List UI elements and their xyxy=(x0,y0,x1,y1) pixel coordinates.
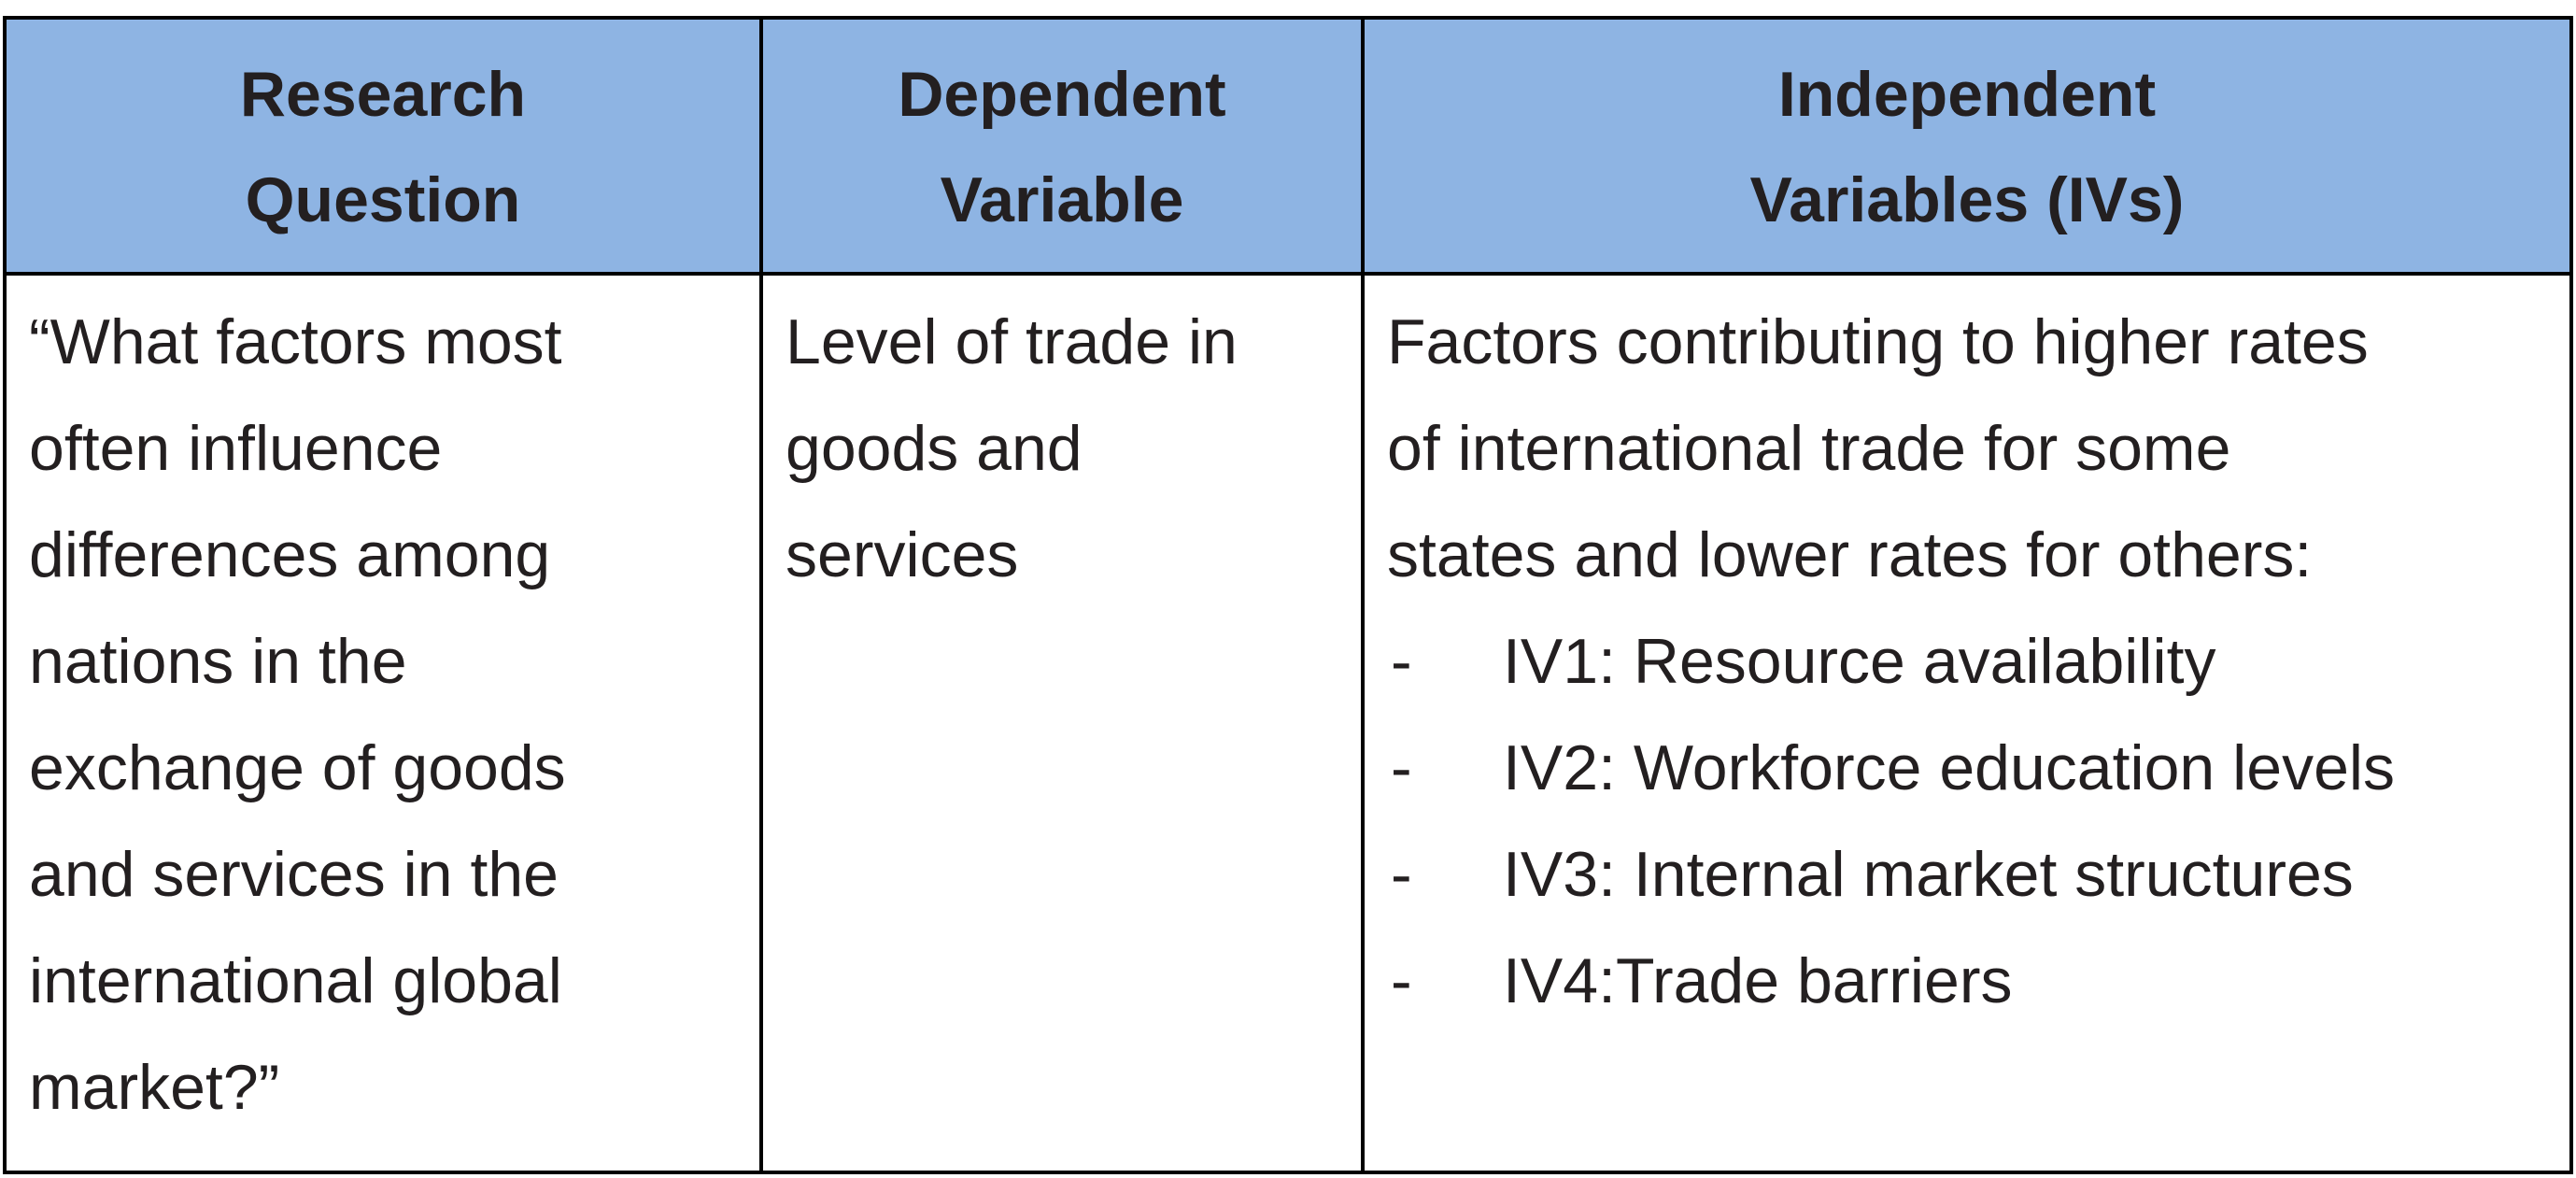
dash-bullet: - xyxy=(1391,945,1412,1016)
variables-table: Research Question Dependent Variable Ind… xyxy=(3,16,2573,1174)
text-line: goods and xyxy=(786,413,1083,484)
text-line: services xyxy=(786,519,1019,590)
header-line: Dependent xyxy=(898,59,1226,130)
text-line: international global xyxy=(29,945,562,1016)
text-line: and services in the xyxy=(29,839,559,910)
text-line: Factors contributing to higher rates xyxy=(1387,306,2369,377)
dash-bullet: - xyxy=(1391,839,1412,910)
text-line: nations in the xyxy=(29,626,407,697)
research-question-cell: “What factors most often influence diffe… xyxy=(7,276,763,1171)
iv-label: IV3: Internal market structures xyxy=(1503,839,2354,910)
text-line: exchange of goods xyxy=(29,732,566,803)
dash-bullet: - xyxy=(1391,732,1412,803)
text-line: market?” xyxy=(29,1052,280,1123)
header-research-question: Research Question xyxy=(7,20,763,276)
text-line: Level of trade in xyxy=(786,306,1238,377)
text-line: of international trade for some xyxy=(1387,413,2231,484)
header-line: Independent xyxy=(1777,59,2157,130)
header-line: Question xyxy=(245,164,521,235)
dash-bullet: - xyxy=(1391,626,1412,697)
text-line: “What factors most xyxy=(29,306,562,377)
independent-variables-cell: Factors contributing to higher rates of … xyxy=(1365,276,2569,1171)
text-line: differences among xyxy=(29,519,551,590)
header-dependent-variable: Dependent Variable xyxy=(763,20,1365,276)
header-independent-variables: Independent Variables (IVs) xyxy=(1365,20,2569,276)
iv-label: IV4:Trade barriers xyxy=(1503,945,2013,1016)
iv-list: - IV1: Resource availability - IV2: Work… xyxy=(1387,608,2547,1034)
text-line: states and lower rates for others: xyxy=(1387,519,2313,590)
header-line: Variables (IVs) xyxy=(1749,164,2185,235)
list-item: - IV4:Trade barriers xyxy=(1387,928,2547,1034)
iv-label: IV1: Resource availability xyxy=(1503,626,2216,697)
list-item: - IV1: Resource availability xyxy=(1387,608,2547,715)
iv-label: IV2: Workforce education levels xyxy=(1503,732,2395,803)
list-item: - IV2: Workforce education levels xyxy=(1387,715,2547,821)
text-line: often influence xyxy=(29,413,443,484)
header-line: Research xyxy=(239,59,527,130)
list-item: - IV3: Internal market structures xyxy=(1387,821,2547,928)
header-line: Variable xyxy=(940,164,1184,235)
dependent-variable-cell: Level of trade in goods and services xyxy=(763,276,1365,1171)
